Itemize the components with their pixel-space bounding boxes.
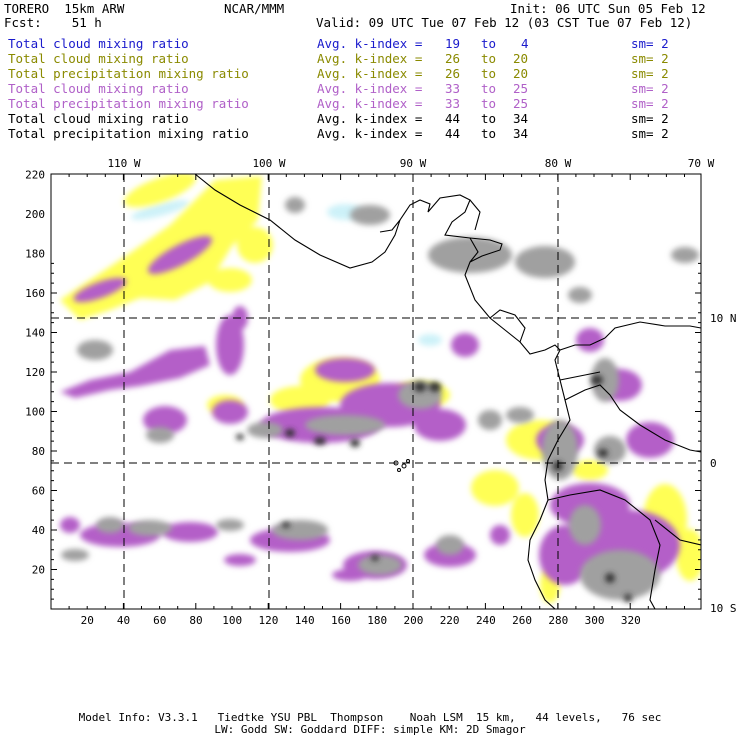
- legend-from-value: 26: [445, 66, 461, 81]
- legend-smoothing: sm= 2: [631, 96, 669, 111]
- longitude-label: 100 W: [252, 157, 285, 170]
- legend-kindex: Avg. k-index =: [317, 81, 423, 96]
- x-tick-label: 160: [331, 614, 351, 627]
- map-plot-area: [51, 174, 701, 609]
- longitude-label: 70 W: [688, 157, 715, 170]
- model-info-line1: Model Info: V3.3.1 Tiedtke YSU PBL Thomp…: [78, 711, 662, 724]
- legend-to-word: to: [481, 111, 497, 126]
- y-tick-label: 120: [25, 366, 45, 379]
- x-tick-label: 220: [440, 614, 460, 627]
- legend-to-word: to: [481, 36, 497, 51]
- x-tick-label: 240: [476, 614, 496, 627]
- legend-from-value: 44: [445, 111, 461, 126]
- legend-to-value: 25: [513, 96, 529, 111]
- x-tick-label: 180: [367, 614, 387, 627]
- y-tick-label: 160: [25, 287, 45, 300]
- model-title: TORERO 15km ARW: [4, 1, 125, 16]
- legend-row: Total precipitation mixing ratio Avg. k-i…: [0, 66, 740, 81]
- y-tick-label: 180: [25, 248, 45, 261]
- legend-to-value: 34: [513, 126, 529, 141]
- legend-row: Total precipitation mixing ratio Avg. k-i…: [0, 126, 740, 141]
- legend-to-word: to: [481, 81, 497, 96]
- legend-from-value: 26: [445, 51, 461, 66]
- legend-kindex: Avg. k-index =: [317, 126, 423, 141]
- legend-to-word: to: [481, 96, 497, 111]
- y-tick-label: 200: [25, 208, 45, 221]
- legend-field: Total precipitation mixing ratio: [8, 96, 249, 111]
- x-tick-label: 40: [117, 614, 130, 627]
- legend-field: Total precipitation mixing ratio: [8, 66, 249, 81]
- y-tick-label: 220: [25, 169, 45, 182]
- x-tick-label: 260: [512, 614, 532, 627]
- legend-field: Total cloud mixing ratio: [8, 111, 189, 126]
- x-tick-label: 20: [81, 614, 94, 627]
- legend-smoothing: sm= 2: [631, 36, 669, 51]
- legend-field: Total cloud mixing ratio: [8, 81, 189, 96]
- y-tick-label: 80: [32, 445, 45, 458]
- legend-smoothing: sm= 2: [631, 126, 669, 141]
- latitude-label: 0: [710, 457, 717, 470]
- legend-smoothing: sm= 2: [631, 66, 669, 81]
- forecast-hour: Fcst: 51 h: [4, 15, 102, 30]
- longitude-label: 80 W: [545, 157, 572, 170]
- init-time: Init: 06 UTC Sun 05 Feb 12: [510, 1, 706, 16]
- legend-kindex: Avg. k-index =: [317, 66, 423, 81]
- x-tick-label: 200: [403, 614, 423, 627]
- weather-map: 20 40 60 80 100 120 140 160 180 200 220 20 40 60 80 100…: [25, 157, 737, 627]
- x-tick-label: 60: [153, 614, 166, 627]
- valid-time: Valid: 09 UTC Tue 07 Feb 12 (03 CST Tue …: [316, 15, 693, 30]
- legend-from-value: 33: [445, 96, 461, 111]
- legend-field: Total precipitation mixing ratio: [8, 126, 249, 141]
- legend-field: Total cloud mixing ratio: [8, 51, 189, 66]
- latitude-label: 10 S: [710, 602, 737, 615]
- legend-to-value: 34: [513, 111, 529, 126]
- x-tick-label: 300: [585, 614, 605, 627]
- legend-kindex: Avg. k-index =: [317, 111, 423, 126]
- x-tick-label: 80: [189, 614, 202, 627]
- legend-row: Total cloud mixing ratio Avg. k-index = 19…: [0, 36, 740, 51]
- legend-from-value: 19: [445, 36, 461, 51]
- x-tick-label: 140: [295, 614, 315, 627]
- legend-kindex: Avg. k-index =: [317, 36, 423, 51]
- legend-to-value: 25: [513, 81, 529, 96]
- legend-to-word: to: [481, 51, 497, 66]
- model-info-line2: LW: Godd SW: Goddard DIFF: simple KM: 2D…: [214, 723, 526, 736]
- x-tick-label: 320: [621, 614, 641, 627]
- legend-from-value: 44: [445, 126, 461, 141]
- y-tick-label: 60: [32, 485, 45, 498]
- legend-row: Total cloud mixing ratio Avg. k-index = 26…: [0, 51, 740, 66]
- longitude-label: 110 W: [107, 157, 140, 170]
- x-tick-label: 120: [259, 614, 279, 627]
- longitude-label: 90 W: [400, 157, 427, 170]
- legend-smoothing: sm= 2: [631, 111, 669, 126]
- legend-kindex: Avg. k-index =: [317, 96, 423, 111]
- y-tick-label: 140: [25, 327, 45, 340]
- legend-to-word: to: [481, 66, 497, 81]
- x-tick-label: 280: [548, 614, 568, 627]
- legend-from-value: 33: [445, 81, 461, 96]
- y-tick-label: 40: [32, 524, 45, 537]
- legend-smoothing: sm= 2: [631, 81, 669, 96]
- legend-smoothing: sm= 2: [631, 51, 669, 66]
- legend-kindex: Avg. k-index =: [317, 51, 423, 66]
- legend-row: Total cloud mixing ratio Avg. k-index = 33…: [0, 81, 740, 96]
- center-label: NCAR/MMM: [224, 1, 285, 16]
- legend-to-value: 20: [513, 51, 529, 66]
- legend-to-word: to: [481, 126, 497, 141]
- y-tick-label: 20: [32, 564, 45, 577]
- legend-field: Total cloud mixing ratio: [8, 36, 189, 51]
- legend-row: Total cloud mixing ratio Avg. k-index = 44…: [0, 111, 740, 126]
- legend-row: Total precipitation mixing ratio Avg. k-i…: [0, 96, 740, 111]
- x-tick-label: 100: [222, 614, 242, 627]
- legend-to-value: 4: [521, 36, 529, 51]
- y-tick-label: 100: [25, 406, 45, 419]
- legend-to-value: 20: [513, 66, 529, 81]
- latitude-label: 10 N: [710, 312, 737, 325]
